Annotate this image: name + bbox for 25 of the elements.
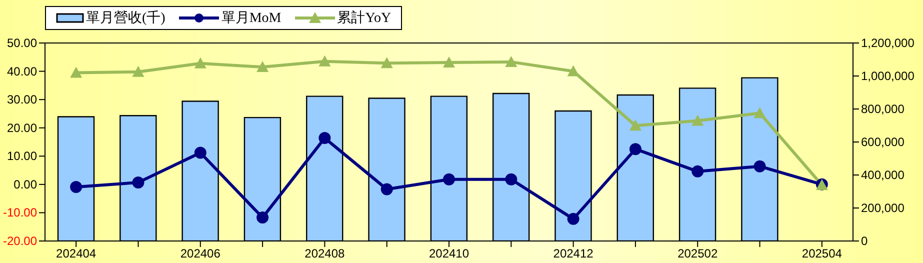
legend-label: 累計YoY	[337, 9, 392, 27]
x-tick-label: 202504	[802, 246, 842, 261]
x-tick-label: 202502	[678, 246, 718, 261]
y2-tick-label: 800,000	[861, 102, 905, 116]
x-tick-label: 202408	[304, 246, 346, 261]
y-tick-label: -20.00	[2, 234, 38, 248]
y2-tick-label: 1,000,000	[861, 69, 915, 83]
y-tick-label: 40.00	[6, 64, 38, 78]
y-tick-label: 10.00	[6, 149, 38, 164]
y-tick-label: 20.00	[6, 120, 38, 135]
legend-label: 單月營收(千)	[86, 10, 166, 27]
y2-tick-label: 1,200,000	[861, 36, 915, 50]
y-tick-label: 30.00	[6, 92, 38, 107]
x-tick-label: 202410	[428, 246, 470, 261]
x-tick-label: 202412	[553, 246, 594, 261]
legend-label: 單月MoM	[221, 10, 282, 27]
y2-tick-label: 400,000	[861, 168, 905, 182]
y-tick-label: -10.00	[2, 206, 38, 220]
y-tick-label: 0.00	[14, 177, 38, 192]
x-tick-label: 202404	[56, 246, 96, 261]
x-tick-label: 202406	[180, 246, 221, 261]
y-tick-label: 50.00	[6, 36, 38, 50]
y2-tick-label: 600,000	[861, 135, 905, 149]
y2-tick-label: 200,000	[861, 201, 905, 215]
y2-tick-label: 0	[861, 234, 868, 248]
